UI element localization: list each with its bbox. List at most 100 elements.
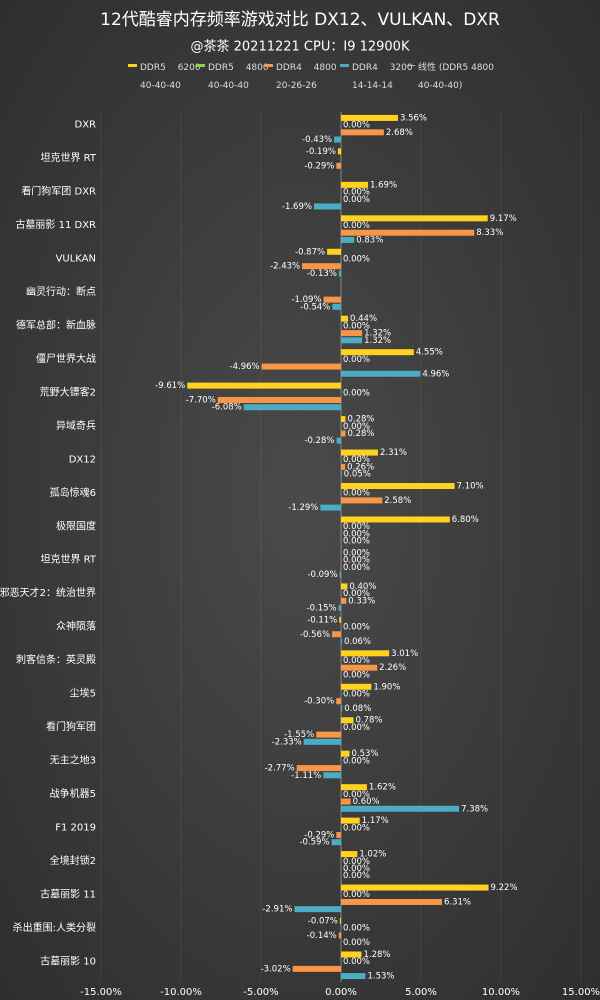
- data-label: 9.17%: [490, 214, 517, 224]
- data-label: 0.00%: [343, 556, 370, 566]
- data-label: 0.00%: [343, 529, 370, 539]
- y-tick-label: 古墓丽影 11 DXR: [15, 218, 96, 231]
- bar: [341, 650, 390, 657]
- data-label: -0.54%: [300, 302, 330, 312]
- bar: [341, 851, 358, 858]
- data-label: 0.83%: [356, 235, 383, 245]
- bar: [313, 203, 341, 210]
- data-label: 0.00%: [343, 221, 370, 231]
- data-label: 0.00%: [343, 388, 370, 398]
- bar: [341, 664, 378, 671]
- bar: [320, 504, 341, 511]
- y-tick-label: 尘埃5: [70, 687, 96, 700]
- x-tick-label: -5.00%: [243, 987, 278, 998]
- data-label: -2.91%: [262, 905, 292, 915]
- y-tick-label: 杀出重围:人类分裂: [13, 921, 96, 934]
- legend-entry: 线性 (DDR5 4800 40-40-40): [418, 63, 494, 89]
- y-tick-label: 僵尸世界大战: [36, 352, 96, 365]
- legend-swatch: [264, 64, 273, 67]
- data-label: 8.33%: [476, 228, 503, 238]
- data-label: 0.40%: [349, 582, 376, 592]
- bar: [302, 263, 341, 270]
- bar: [341, 129, 384, 136]
- data-label: 0.00%: [343, 195, 370, 205]
- data-label: 0.28%: [347, 429, 374, 439]
- data-label: -4.96%: [230, 362, 260, 372]
- data-label: -0.30%: [304, 697, 334, 707]
- data-label: 0.00%: [343, 790, 370, 800]
- bar: [341, 483, 455, 490]
- data-label: 2.26%: [379, 663, 406, 673]
- data-label: 0.06%: [344, 637, 371, 647]
- chart-title: 12代酷睿内存频率游戏对比 DX12、VULKAN、DXR: [100, 10, 500, 30]
- y-tick-label: DX12: [69, 454, 96, 465]
- data-label: 0.00%: [343, 355, 370, 365]
- data-label: -0.29%: [304, 161, 334, 171]
- y-tick-label: 坦克世界 RT: [40, 553, 96, 566]
- bar: [338, 270, 341, 277]
- bar: [341, 884, 489, 891]
- bar: [341, 315, 349, 322]
- y-tick-label: 众神陨落: [56, 620, 96, 633]
- data-label: 2.58%: [384, 496, 411, 506]
- data-label: 0.08%: [344, 704, 371, 714]
- data-label: 0.60%: [353, 797, 380, 807]
- x-tick-label: -10.00%: [160, 987, 202, 998]
- y-tick-label: 德军总部：新血脉: [16, 318, 96, 331]
- data-label: 4.55%: [416, 348, 443, 358]
- data-label: 2.68%: [386, 128, 413, 138]
- bar: [323, 296, 341, 303]
- data-label: -0.19%: [306, 147, 336, 157]
- bar: [341, 471, 342, 478]
- bar: [341, 516, 450, 523]
- data-label: -0.13%: [307, 269, 337, 279]
- bar: [341, 817, 360, 824]
- y-tick-label: F1 2019: [55, 822, 96, 833]
- data-label: 1.32%: [364, 329, 391, 339]
- bar: [331, 839, 341, 846]
- data-label: -0.29%: [304, 831, 334, 841]
- data-label: 0.00%: [343, 689, 370, 699]
- y-tick-label: 极限国度: [56, 519, 96, 532]
- bar: [339, 571, 341, 578]
- bar: [316, 731, 341, 738]
- bar: [327, 248, 341, 255]
- legend-label: DDR5 4800 40-40-40: [208, 63, 269, 89]
- x-tick-label: 5.00%: [405, 987, 437, 998]
- data-label: 0.00%: [343, 857, 370, 867]
- data-label: 0.00%: [343, 871, 370, 881]
- data-label: 0.00%: [343, 188, 370, 198]
- y-tick-label: 孤岛惊魂6: [50, 486, 96, 499]
- data-label: -0.07%: [308, 917, 338, 927]
- bar: [341, 449, 378, 456]
- data-label: 0.28%: [347, 415, 374, 425]
- y-tick-label: 看门狗军团: [46, 720, 96, 733]
- legend-swatch: [128, 64, 137, 67]
- bar: [336, 832, 341, 839]
- legend-label: 线性 (DDR5 4800 40-40-40): [418, 63, 494, 89]
- bar: [336, 437, 341, 444]
- data-label: 0.00%: [343, 321, 370, 331]
- y-tick-label: 幽灵行动：断点: [26, 285, 96, 298]
- y-tick-label: 刺客信条：英灵殿: [16, 653, 96, 666]
- data-label: 1.17%: [362, 816, 389, 826]
- data-label: -0.59%: [299, 838, 329, 848]
- bar: [341, 798, 351, 805]
- bar: [341, 463, 346, 470]
- bar: [332, 303, 341, 310]
- y-tick-label: DXR: [75, 120, 97, 131]
- bar: [341, 805, 460, 812]
- data-label: -0.11%: [307, 615, 337, 625]
- data-label: 0.53%: [351, 749, 378, 759]
- data-label: -0.87%: [295, 247, 325, 257]
- data-label: -2.43%: [270, 262, 300, 272]
- data-label: 2.31%: [380, 448, 407, 458]
- data-label: 0.00%: [343, 957, 370, 967]
- bar: [303, 738, 341, 745]
- data-label: -1.11%: [291, 771, 321, 781]
- data-label: 1.32%: [364, 336, 391, 346]
- legend-label: DDR4 3200 14-14-14: [352, 63, 413, 89]
- legend-entry: DDR4 4800 20-26-26: [276, 63, 337, 89]
- data-label: 3.01%: [391, 649, 418, 659]
